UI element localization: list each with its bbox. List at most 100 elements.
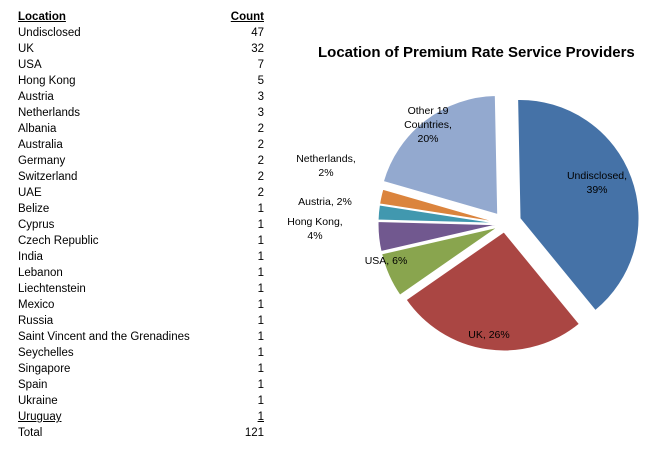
slice-label-line: 2% [318,167,333,179]
row-location: Switzerland [18,171,78,183]
row-location: Undisclosed [18,27,81,39]
slice-label: Netherlands, 2% [296,153,356,179]
total-count: 121 [244,427,264,439]
row-location: UK [18,43,34,55]
row-location: Singapore [18,363,71,375]
table-row: Singapore 1 [18,361,268,377]
table-row: Switzerland 2 [18,169,268,185]
row-location: Spain [18,379,48,391]
table-row: Hong Kong 5 [18,73,268,89]
row-count: 1 [257,235,264,247]
row-count: 1 [257,251,264,263]
row-count: 1 [257,267,264,279]
slice-label-line: Hong Kong, [287,216,342,228]
table-row: Uruguay 1 [18,409,268,425]
row-location: Hong Kong [18,75,76,87]
pie-slice [377,220,498,253]
row-location: Albania [18,123,57,135]
table-row: Cyprus 1 [18,217,268,233]
slice-label-line: Netherlands, [296,153,356,165]
row-count: 1 [257,411,264,423]
total-label: Total [18,427,43,439]
slice-label-line: 20% [417,133,438,145]
row-count: 47 [251,27,264,39]
row-location: Mexico [18,299,55,311]
row-count: 1 [257,395,264,407]
table-row: Belize 1 [18,201,268,217]
table-total-row: Total 121 [18,425,268,441]
row-location: Ukraine [18,395,58,407]
pie-slice [381,226,498,296]
row-count: 2 [257,123,264,135]
pie-slice [405,231,581,352]
table-row: Russia 1 [18,313,268,329]
row-count: 1 [257,283,264,295]
table-row: Australia 2 [18,137,268,153]
slice-label-line: 4% [307,230,322,242]
slice-label: Undisclosed, 39% [567,170,627,196]
table-row: Mexico 1 [18,297,268,313]
slice-label: Hong Kong, 4% [287,216,342,242]
table-row: Undisclosed 47 [18,25,268,41]
slice-label-line: Undisclosed, [567,170,627,182]
slice-label: UK, 26% [468,329,509,341]
chart-title: Location of Premium Rate Service Provide… [318,44,635,61]
row-count: 1 [257,299,264,311]
row-count: 3 [257,107,264,119]
row-count: 1 [257,219,264,231]
slice-label: Austria, 2% [298,196,352,208]
row-location: Seychelles [18,347,74,359]
row-location: Lebanon [18,267,63,279]
row-location: Russia [18,315,54,327]
table-row: Spain 1 [18,377,268,393]
pie-slice [517,98,640,312]
table-row: Albania 2 [18,121,268,137]
table-row: UK 32 [18,41,268,57]
row-location: UAE [18,187,42,199]
slice-label: USA, 6% [365,255,408,267]
pie-slice [377,204,498,224]
slice-label-line: Other 19 [408,105,449,117]
table-body: Undisclosed 47 UK 32 USA 7 Hong Kong 5 Austria 3 N… [18,25,268,425]
pie-slice [379,188,498,223]
slice-label: Other 19 Countries, 20% [404,105,452,145]
row-location: Australia [18,139,63,151]
table-row: Saint Vincent and the Grenadines 1 [18,329,268,345]
row-location: Czech Republic [18,235,99,247]
row-count: 32 [251,43,264,55]
row-location: Austria [18,91,54,103]
row-count: 3 [257,91,264,103]
row-location: Uruguay [18,411,62,423]
row-location: Cyprus [18,219,55,231]
table-row: Netherlands 3 [18,105,268,121]
row-count: 1 [257,347,264,359]
row-location: Liechtenstein [18,283,86,295]
location-count-table: Location Count Undisclosed 47 UK 32 USA 7 Hong… [18,9,268,441]
row-count: 2 [257,171,264,183]
row-location: Germany [18,155,66,167]
row-location: India [18,251,43,263]
row-location: Netherlands [18,107,81,119]
table-header-row: Location Count [18,9,268,25]
pie-slice [382,94,499,216]
row-location: USA [18,59,42,71]
table-row: Germany 2 [18,153,268,169]
row-count: 1 [257,203,264,215]
slice-label-line: Austria, 2% [298,196,352,208]
table-row: Ukraine 1 [18,393,268,409]
table-row: Austria 3 [18,89,268,105]
row-count: 1 [257,315,264,327]
table-row: UAE 2 [18,185,268,201]
row-count: 2 [257,187,264,199]
row-count: 1 [257,379,264,391]
row-count: 2 [257,139,264,151]
table-row: Czech Republic 1 [18,233,268,249]
table-row: USA 7 [18,57,268,73]
row-count: 2 [257,155,264,167]
slice-label-line: UK, 26% [468,329,509,341]
table-row: Lebanon 1 [18,265,268,281]
row-count: 1 [257,331,264,343]
row-count: 5 [257,75,264,87]
count-header: Count [230,11,264,23]
table-row: Liechtenstein 1 [18,281,268,297]
